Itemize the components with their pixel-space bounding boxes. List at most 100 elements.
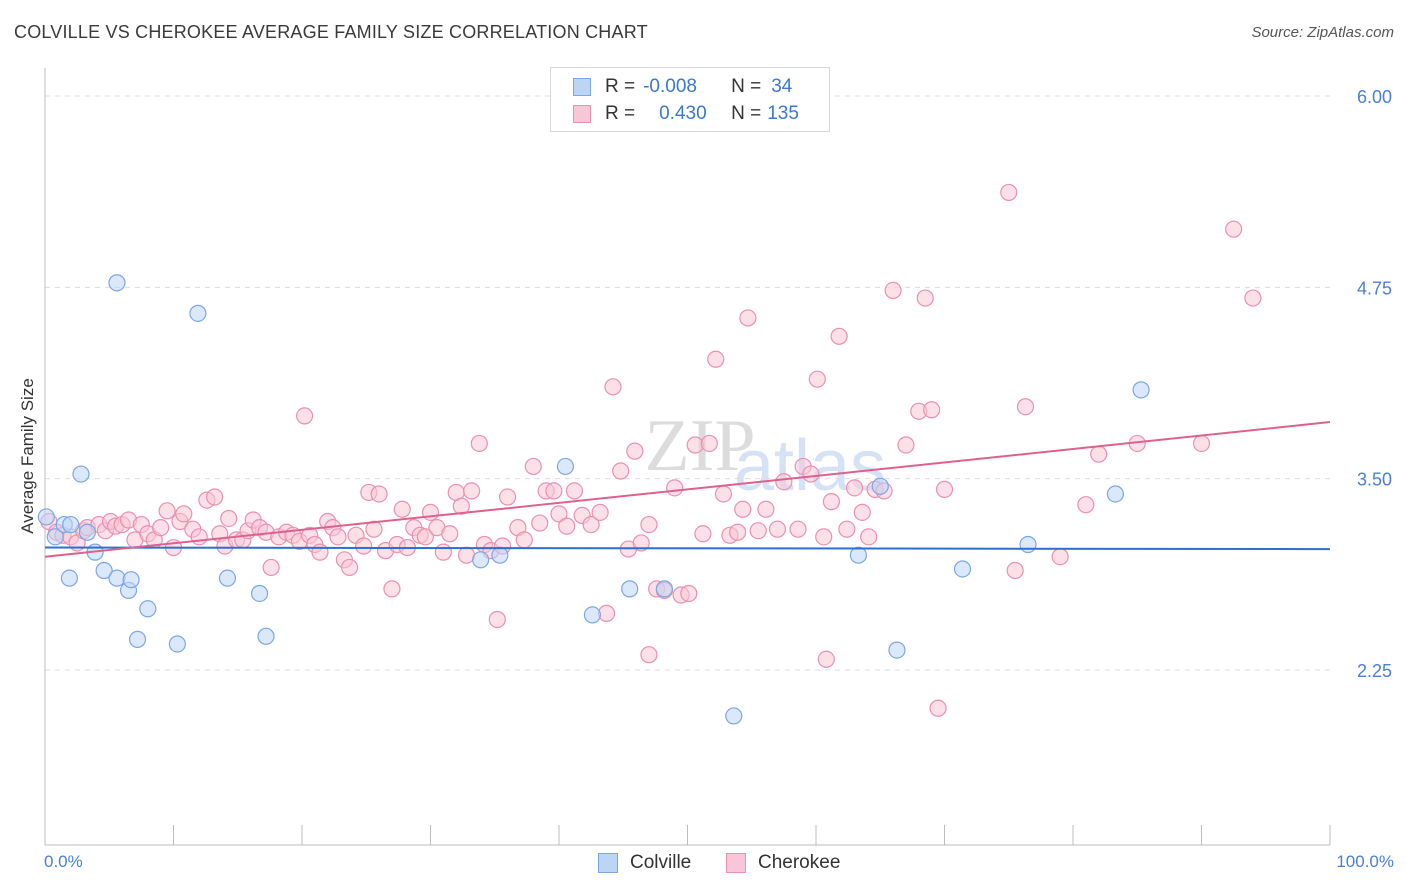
- cherokee-point: [524, 457, 542, 476]
- y-tick-label: 3.50: [1357, 470, 1392, 490]
- cherokee-point: [416, 528, 434, 546]
- cherokee-point: [775, 473, 793, 491]
- cherokee-point: [822, 493, 841, 511]
- cherokee-point: [666, 479, 684, 497]
- colville-point: [621, 580, 639, 598]
- cherokee-point: [749, 522, 767, 540]
- colville-point: [1106, 485, 1125, 503]
- bottom-legend-label: Colville: [630, 852, 692, 873]
- colville-point: [472, 551, 490, 569]
- legend-n-label: N =: [731, 76, 762, 97]
- source-note: Source: ZipAtlas.com: [1251, 24, 1394, 41]
- colville-point: [60, 569, 79, 587]
- colville-point: [257, 627, 275, 645]
- cherokee-point: [640, 646, 658, 664]
- colville-point: [888, 641, 906, 659]
- cherokee-point: [515, 531, 533, 549]
- colville-point: [72, 465, 90, 483]
- cherokee-point: [597, 604, 616, 622]
- cherokee-point: [295, 407, 314, 425]
- legend-n-label: N =: [731, 103, 762, 124]
- colville-point: [168, 635, 186, 653]
- cherokee-point: [550, 505, 568, 523]
- bottom-legend-colville: Colville: [598, 852, 691, 874]
- cherokee-point: [441, 525, 459, 543]
- cherokee-point: [206, 488, 224, 506]
- cherokee-point: [845, 479, 864, 497]
- colville-point: [1019, 535, 1037, 554]
- cherokee-point: [152, 519, 170, 537]
- cherokee-point: [897, 436, 915, 454]
- colville-point: [953, 560, 972, 578]
- cherokee-point: [694, 525, 712, 543]
- cherokee-point: [1090, 445, 1108, 463]
- cherokee-trend-line: [44, 421, 1331, 558]
- cherokee-point: [640, 515, 658, 534]
- cherokee-swatch: [726, 853, 746, 873]
- cherokee-point: [680, 584, 698, 603]
- cherokee-point: [815, 528, 833, 546]
- cherokee-point: [935, 480, 954, 498]
- colville-point: [122, 571, 140, 589]
- cherokee-point: [1192, 434, 1211, 453]
- cherokee-point: [470, 434, 488, 453]
- cherokee-point: [860, 528, 878, 546]
- cherokee-point: [929, 699, 947, 717]
- cherokee-point: [355, 537, 373, 555]
- cherokee-point: [612, 462, 630, 480]
- cherokee-point: [757, 500, 775, 518]
- colville-point: [583, 606, 602, 624]
- cherokee-point: [817, 650, 835, 668]
- cherokee-point: [916, 289, 934, 307]
- colville-point: [491, 546, 509, 564]
- cherokee-point: [365, 520, 383, 538]
- legend-n-value: 135: [767, 103, 799, 124]
- colville-swatch: [573, 78, 591, 96]
- colville-point: [556, 457, 575, 476]
- colville-point: [46, 528, 64, 546]
- legend-row-colville: R = -0.008 N = 34: [573, 75, 792, 99]
- cherokee-point: [714, 485, 733, 503]
- colville-point: [108, 569, 126, 587]
- cherokee-point: [463, 482, 481, 500]
- cherokee-point: [768, 520, 787, 538]
- cherokee-point: [1077, 496, 1095, 514]
- cherokee-point: [531, 514, 549, 532]
- y-tick-label: 2.25: [1357, 661, 1392, 681]
- colville-point: [725, 707, 743, 725]
- x-tick-max: 100.0%: [1336, 852, 1394, 871]
- cherokee-point: [686, 436, 704, 454]
- cherokee-point: [190, 528, 208, 546]
- cherokee-point: [789, 520, 807, 538]
- cherokee-point: [262, 558, 280, 577]
- cherokee-point: [626, 442, 644, 460]
- legend-r-label: R =: [605, 103, 636, 124]
- cherokee-point: [734, 500, 752, 518]
- colville-point: [871, 477, 889, 495]
- cherokee-point: [700, 434, 718, 453]
- cherokee-point: [434, 543, 452, 561]
- colville-point: [37, 508, 55, 526]
- legend-row-cherokee: R = 0.430 N = 135: [573, 102, 799, 126]
- cherokee-point: [707, 350, 725, 368]
- colville-point: [78, 523, 97, 541]
- cherokee-point: [393, 500, 411, 518]
- cherokee-point: [604, 378, 622, 396]
- legend-r-value: 0.430: [659, 103, 707, 124]
- cherokee-point: [1225, 220, 1243, 238]
- cherokee-point: [739, 309, 757, 327]
- cherokee-point: [158, 502, 176, 520]
- colville-point: [218, 569, 237, 587]
- cherokee-point: [1244, 289, 1262, 307]
- cherokee-point: [1051, 548, 1069, 566]
- colville-swatch: [598, 853, 618, 873]
- colville-point: [108, 274, 126, 292]
- cherokee-point: [830, 327, 848, 345]
- legend-r-value: -0.008: [643, 76, 697, 97]
- colville-point: [139, 600, 157, 618]
- cherokee-point: [884, 281, 902, 299]
- colville-point: [1132, 381, 1150, 399]
- cherokee-point: [488, 610, 506, 629]
- cherokee-point: [1006, 561, 1024, 580]
- cherokee-swatch: [573, 105, 591, 123]
